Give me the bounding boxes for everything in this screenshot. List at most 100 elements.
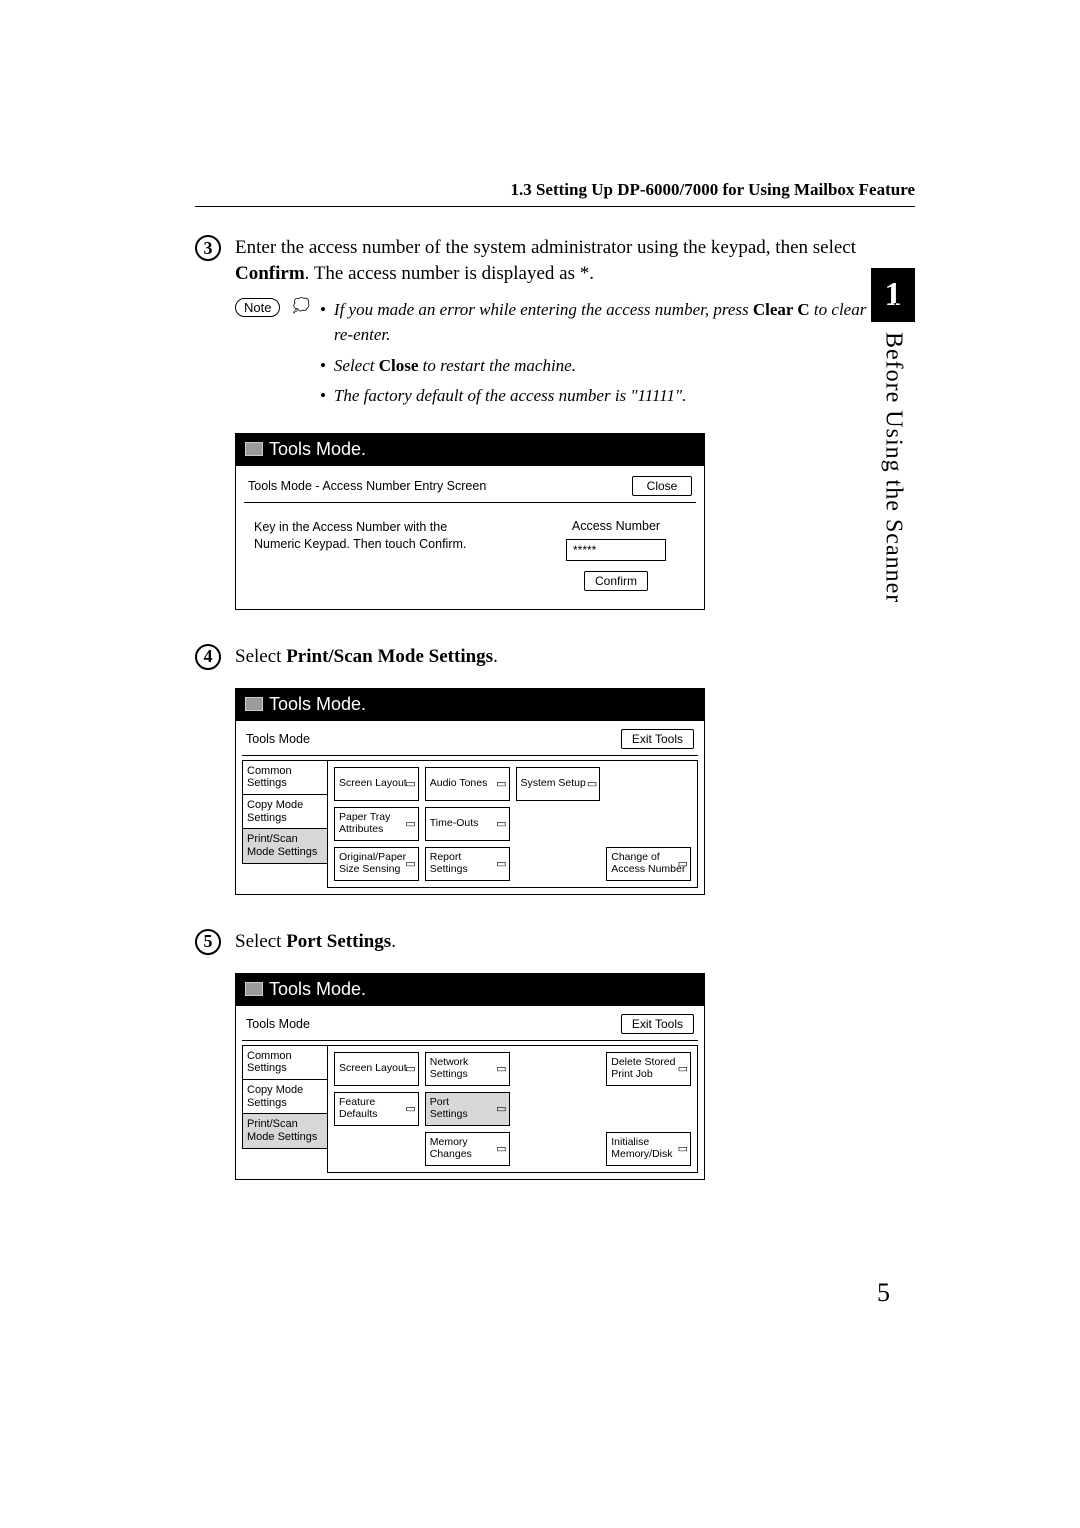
step-4-text: Select Print/Scan Mode Settings. — [235, 644, 915, 670]
btn-screen-layout[interactable]: Screen Layout▭ — [334, 767, 419, 801]
label: Report Settings — [430, 852, 468, 875]
step-number-5: 5 — [195, 929, 221, 955]
btn-system-setup[interactable]: System Setup▭ — [516, 767, 601, 801]
page-content: 1.3 Setting Up DP-6000/7000 for Using Ma… — [195, 180, 915, 1214]
exit-tools-button[interactable]: Exit Tools — [621, 729, 694, 749]
btn-port-settings[interactable]: Port Settings ▭ — [425, 1092, 510, 1126]
ss-subtitle: Tools Mode — [246, 1017, 310, 1031]
machine-icon — [245, 697, 263, 711]
text: If you made an error while entering the … — [334, 300, 753, 319]
note-item: The factory default of the access number… — [320, 384, 915, 409]
text-bold: Confirm — [235, 263, 305, 284]
text: to restart the machine. — [418, 356, 576, 375]
tab-printscan-mode-settings[interactable]: Print/Scan Mode Settings — [242, 828, 328, 863]
label: System Setup — [521, 778, 586, 790]
text-bold: Port Settings — [286, 931, 391, 952]
label: Port Settings — [430, 1097, 468, 1120]
step-5-text: Select Port Settings. — [235, 929, 915, 955]
submenu-icon: ▭ — [496, 818, 506, 830]
submenu-icon: ▭ — [678, 858, 688, 870]
label: Network Settings — [430, 1057, 469, 1080]
note-list: If you made an error while entering the … — [320, 298, 915, 415]
btn-initialise-memory-disk[interactable]: Initialise Memory/Disk▭ — [606, 1132, 691, 1166]
tab-printscan-mode-settings[interactable]: Print/Scan Mode Settings — [242, 1113, 328, 1148]
text: Key in the Access Number with the — [254, 519, 516, 536]
machine-icon — [245, 442, 263, 456]
label: Original/Paper Size Sensing — [339, 852, 406, 875]
text: Select — [334, 356, 379, 375]
submenu-icon: ▭ — [496, 1103, 506, 1115]
machine-icon — [245, 982, 263, 996]
submenu-icon: ▭ — [405, 818, 415, 830]
step-3: 3 Enter the access number of the system … — [195, 235, 915, 610]
text: Enter the access number of the system ad… — [235, 237, 856, 258]
label: Screen Layout — [339, 778, 407, 790]
label: Memory Changes — [430, 1137, 472, 1160]
btn-change-access-number[interactable]: Change of Access Number▭ — [606, 847, 691, 881]
text: Select — [235, 931, 286, 952]
submenu-icon: ▭ — [496, 778, 506, 790]
step-3-text: Enter the access number of the system ad… — [235, 235, 915, 286]
tab-common-settings[interactable]: Common Settings — [242, 1045, 328, 1080]
text-bold: Close — [379, 356, 419, 375]
screenshot-tools-mode-1: Tools Mode. Tools Mode Exit Tools Common… — [235, 688, 705, 895]
page-number: 5 — [877, 1278, 890, 1308]
btn-audio-tones[interactable]: Audio Tones ▭ — [425, 767, 510, 801]
label: Paper Tray Attributes — [339, 812, 390, 835]
label: Audio Tones — [430, 778, 488, 790]
note-item: Select Close to restart the machine. — [320, 354, 915, 379]
btn-feature-defaults[interactable]: Feature Defaults▭ — [334, 1092, 419, 1126]
btn-time-outs[interactable]: Time-Outs▭ — [425, 807, 510, 841]
ss-button-grid: Screen Layout▭ Audio Tones▭ System Setup… — [327, 760, 698, 888]
ss-title: Tools Mode. — [269, 979, 366, 1000]
text: Numeric Keypad. Then touch Confirm. — [254, 536, 516, 553]
ss-subtitle: Tools Mode - Access Number Entry Screen — [248, 479, 486, 493]
btn-report-settings[interactable]: Report Settings ▭ — [425, 847, 510, 881]
section-header: 1.3 Setting Up DP-6000/7000 for Using Ma… — [195, 180, 915, 207]
text-bold: Print/Scan Mode Settings — [286, 646, 493, 667]
label: Screen Layout — [339, 1063, 407, 1075]
btn-screen-layout[interactable]: Screen Layout▭ — [334, 1052, 419, 1086]
text: Select — [235, 646, 286, 667]
ss-subtitle: Tools Mode — [246, 732, 310, 746]
ss-titlebar: Tools Mode. — [235, 433, 705, 466]
submenu-icon: ▭ — [678, 1063, 688, 1075]
step-5: 5 Select Port Settings. Tools Mode. Tool… — [195, 929, 915, 1180]
submenu-icon: ▭ — [405, 1103, 415, 1115]
step-number-4: 4 — [195, 644, 221, 670]
submenu-icon: ▭ — [587, 778, 597, 790]
submenu-icon: ▭ — [405, 778, 415, 790]
label: Delete Stored Print Job — [611, 1057, 675, 1080]
step-4: 4 Select Print/Scan Mode Settings. Tools… — [195, 644, 915, 895]
btn-paper-tray-attributes[interactable]: Paper Tray Attributes ▭ — [334, 807, 419, 841]
screenshot-tools-mode-2: Tools Mode. Tools Mode Exit Tools Common… — [235, 973, 705, 1180]
text-bold: Clear C — [753, 300, 810, 319]
exit-tools-button[interactable]: Exit Tools — [621, 1014, 694, 1034]
close-button[interactable]: Close — [632, 476, 692, 496]
step-number-3: 3 — [195, 235, 221, 261]
text: . — [493, 646, 498, 667]
submenu-icon: ▭ — [496, 1063, 506, 1075]
tab-copy-mode-settings[interactable]: Copy Mode Settings — [242, 794, 328, 829]
submenu-icon: ▭ — [405, 1063, 415, 1075]
tab-common-settings[interactable]: Common Settings — [242, 760, 328, 795]
speech-icon: 💭 — [292, 298, 309, 315]
screenshot-access-entry: Tools Mode. Tools Mode - Access Number E… — [235, 433, 705, 610]
ss-button-grid: Screen Layout▭ Network Settings▭ Delete … — [327, 1045, 698, 1173]
ss-titlebar: Tools Mode. — [235, 973, 705, 1006]
label: Initialise Memory/Disk — [611, 1137, 672, 1160]
submenu-icon: ▭ — [405, 858, 415, 870]
access-number-label: Access Number — [546, 519, 686, 533]
btn-network-settings[interactable]: Network Settings ▭ — [425, 1052, 510, 1086]
text: . The access number is displayed as *. — [305, 263, 594, 284]
btn-original-paper-size[interactable]: Original/Paper Size Sensing▭ — [334, 847, 419, 881]
confirm-button[interactable]: Confirm — [584, 571, 648, 591]
ss-instruction: Key in the Access Number with the Numeri… — [254, 519, 516, 591]
tab-copy-mode-settings[interactable]: Copy Mode Settings — [242, 1079, 328, 1114]
ss-title: Tools Mode. — [269, 439, 366, 460]
submenu-icon: ▭ — [496, 858, 506, 870]
access-number-field[interactable]: ***** — [566, 539, 666, 561]
submenu-icon: ▭ — [496, 1143, 506, 1155]
btn-delete-stored-print-job[interactable]: Delete Stored Print Job▭ — [606, 1052, 691, 1086]
btn-memory-changes[interactable]: Memory Changes ▭ — [425, 1132, 510, 1166]
